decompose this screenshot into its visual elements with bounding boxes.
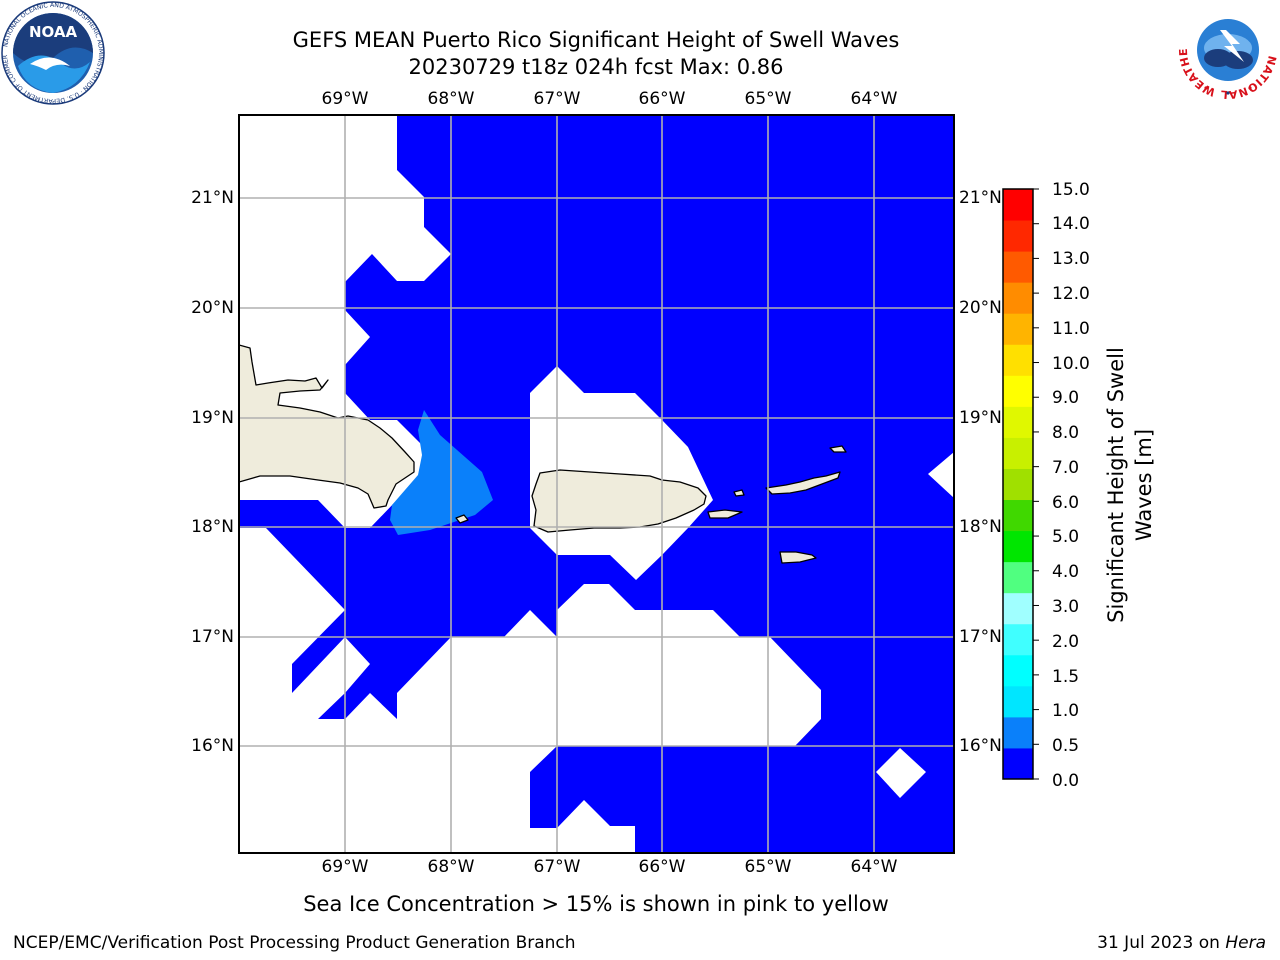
lat-label-left: 19°N <box>191 408 234 428</box>
lat-label-left: 17°N <box>191 627 234 647</box>
colorbar-band <box>1003 251 1033 283</box>
lat-label-left: 16°N <box>191 736 234 756</box>
colorbar-band <box>1003 561 1033 594</box>
colorbar-band <box>1003 344 1033 376</box>
colorbar-tick-label: 6.0 <box>1052 493 1080 513</box>
colorbar-band <box>1003 282 1033 314</box>
lon-label-top: 64°W <box>850 89 898 109</box>
lon-label-bottom: 68°W <box>427 857 475 877</box>
colorbar-band <box>1003 189 1033 221</box>
colorbar-band <box>1003 716 1033 749</box>
colorbar-tick-label: 11.0 <box>1052 319 1090 339</box>
svg-text:NOAA: NOAA <box>29 23 78 41</box>
colorbar <box>1003 189 1033 780</box>
colorbar-band <box>1003 406 1033 438</box>
colorbar-tick-label: 9.0 <box>1052 388 1080 408</box>
colorbar-band <box>1003 468 1033 501</box>
colorbar-band <box>1003 220 1033 252</box>
vieques-island <box>707 509 743 519</box>
colorbar-tick-label: 14.0 <box>1052 214 1090 234</box>
lon-label-top: 69°W <box>321 89 369 109</box>
colorbar-tick-label: 3.0 <box>1052 597 1080 617</box>
colorbar-tick-label: 8.0 <box>1052 423 1080 443</box>
colorbar-tick-label: 1.0 <box>1052 701 1080 721</box>
lon-label-bottom: 66°W <box>638 857 686 877</box>
colorbar-band <box>1003 530 1033 563</box>
colorbar-band <box>1003 592 1033 625</box>
noaa-logo: NATIONAL OCEANIC AND ATMOSPHERIC ADMINIS… <box>0 0 105 105</box>
graticule <box>239 115 954 853</box>
footer-host: Hera <box>1225 933 1266 953</box>
colorbar-band <box>1003 685 1033 718</box>
colorbar-tick-label: 4.0 <box>1052 562 1080 582</box>
lon-label-bottom: 64°W <box>850 857 898 877</box>
colorbar-tick-label: 7.0 <box>1052 458 1080 478</box>
lon-label-bottom: 65°W <box>744 857 792 877</box>
colorbar-band <box>1003 437 1033 469</box>
colorbar-tick-label: 15.0 <box>1052 180 1090 200</box>
virgin-islands <box>765 471 841 495</box>
lat-label-right: 19°N <box>959 408 1002 428</box>
mona-island <box>455 514 469 524</box>
swell-field-moderate <box>390 410 493 535</box>
colorbar-band <box>1003 747 1033 780</box>
lon-label-bottom: 67°W <box>533 857 581 877</box>
lat-label-left: 18°N <box>191 517 234 537</box>
colorbar-tick-label: 0.5 <box>1052 736 1080 756</box>
lat-label-right: 17°N <box>959 627 1002 647</box>
st-croix-island <box>779 551 817 564</box>
colorbar-tick-label: 10.0 <box>1052 354 1090 374</box>
colorbar-tick-label: 1.5 <box>1052 667 1080 687</box>
lon-label-top: 65°W <box>744 89 792 109</box>
map-title: GEFS MEAN Puerto Rico Significant Height… <box>292 28 900 52</box>
colorbar-band <box>1003 499 1033 532</box>
lon-label-top: 68°W <box>427 89 475 109</box>
lon-label-top: 67°W <box>533 89 581 109</box>
culebra-island <box>733 489 745 497</box>
colorbar-band <box>1003 623 1033 656</box>
colorbar-tick-label: 5.0 <box>1052 527 1080 547</box>
colorbar-title: Significant Height of Swell Waves [m] <box>1104 347 1156 623</box>
sea-ice-note: Sea Ice Concentration > 15% is shown in … <box>303 892 889 916</box>
footer-date: 31 Jul 2023 on Hera <box>1097 932 1266 954</box>
colorbar-band <box>1003 654 1033 687</box>
nws-logo: NATIONAL WEATHER SERVICE <box>1178 0 1278 100</box>
lat-label-right: 20°N <box>959 298 1002 318</box>
colorbar-frame <box>1002 188 1034 780</box>
colorbar-tick-label: 12.0 <box>1052 284 1090 304</box>
lat-label-right: 21°N <box>959 188 1002 208</box>
anegada-island <box>829 445 847 453</box>
lat-label-left: 20°N <box>191 298 234 318</box>
lon-label-bottom: 69°W <box>321 857 369 877</box>
colorbar-band <box>1003 313 1033 345</box>
colorbar-tick-label: 2.0 <box>1052 632 1080 652</box>
forecast-subtitle: 20230729 t18z 024h fcst Max: 0.86 <box>408 55 784 79</box>
colorbar-tick-label: 13.0 <box>1052 249 1090 269</box>
footer-date-text: 31 Jul 2023 on <box>1097 933 1226 953</box>
map-frame <box>238 114 955 854</box>
colorbar-tick-label: 0.0 <box>1052 771 1080 791</box>
lon-label-top: 66°W <box>638 89 686 109</box>
footer-branch: NCEP/EMC/Verification Post Processing Pr… <box>13 933 576 953</box>
lat-label-right: 18°N <box>959 517 1002 537</box>
colorbar-band <box>1003 375 1033 407</box>
lat-label-right: 16°N <box>959 736 1002 756</box>
lat-label-left: 21°N <box>191 188 234 208</box>
